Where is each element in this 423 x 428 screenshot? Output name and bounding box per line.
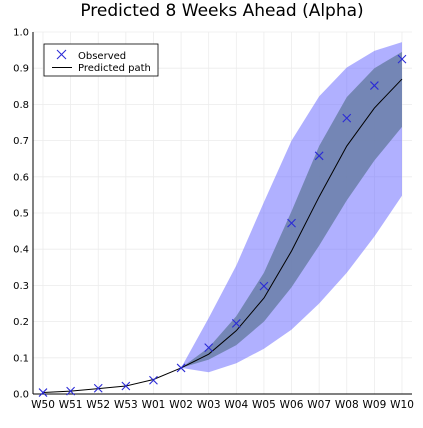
observed-point-W08 (342, 113, 352, 123)
x-tick-label: W02 (169, 399, 193, 411)
observed-point-W04 (231, 319, 241, 328)
observed-point-W50 (38, 388, 48, 397)
confidence-bands (181, 42, 402, 373)
axes (32, 32, 412, 395)
x-tick-label: W08 (335, 399, 359, 411)
observed-point-stroke (397, 54, 407, 64)
x-tick-label: W01 (142, 399, 166, 411)
observed-point-stroke (121, 381, 131, 391)
y-tick-label: 0.5 (13, 209, 29, 220)
observed-point-stroke (176, 363, 186, 373)
observed-point-W53 (121, 381, 131, 391)
x-tick-label: W05 (252, 399, 276, 411)
legend-label-observed: Observed (78, 51, 126, 62)
y-tick-label: 1.0 (13, 28, 29, 39)
observed-points-group (38, 54, 407, 397)
observed-point-W05 (259, 281, 269, 291)
band-inner (181, 51, 402, 368)
observed-point-W52 (93, 383, 103, 393)
observed-point-W10 (397, 54, 407, 64)
observed-point-stroke (93, 383, 103, 393)
legend-marker-observed (56, 49, 67, 60)
x-tick-label: W07 (307, 399, 331, 411)
chart-title: Predicted 8 Weeks Ahead (Alpha) (80, 1, 363, 21)
observed-point-stroke (369, 81, 379, 90)
grid (33, 31, 412, 395)
observed-point-stroke (38, 388, 48, 397)
predicted-path-line (42, 78, 403, 394)
y-tick-label: 0.2 (13, 317, 29, 328)
x-tick-label: W09 (363, 399, 387, 411)
x-tick-label: W51 (59, 399, 83, 411)
observed-point-W01 (149, 375, 158, 385)
observed-point-stroke (314, 151, 324, 161)
observed-point-stroke (287, 218, 296, 228)
observed-point-W03 (204, 343, 214, 353)
y-tick-label: 0.1 (13, 353, 29, 364)
x-tick-label: W53 (114, 399, 138, 411)
y-tick-label: 0.7 (13, 136, 29, 147)
x-tick-label: W52 (86, 399, 110, 411)
observed-point-W02 (176, 363, 186, 373)
x-tick-label: W03 (197, 399, 221, 411)
y-tick-label: 0.6 (13, 172, 29, 183)
y-tick-labels: 0.0 0.1 0.2 0.3 0.4 0.5 0.6 0.7 0.8 0.9 1.0 (13, 28, 29, 401)
y-tick-label: 0.3 (13, 281, 29, 292)
observed-point-W51 (66, 386, 76, 396)
observed-point-stroke (66, 386, 76, 396)
x-tick-label: W10 (390, 399, 414, 411)
observed-point-W07 (314, 151, 324, 161)
legend-label-predicted: Predicted path (78, 63, 151, 74)
observed-point-stroke (149, 375, 158, 385)
observed-point-stroke (231, 319, 241, 328)
y-tick-label: 0.9 (13, 64, 29, 75)
observed-point-stroke (259, 281, 269, 291)
observed-point-W09 (369, 81, 379, 90)
observed-point-stroke (204, 343, 214, 353)
y-tick-label: 0.8 (13, 100, 29, 111)
y-tick-label: 0.0 (13, 390, 29, 401)
y-tick-label: 0.4 (13, 245, 29, 256)
x-tick-label: W50 (31, 399, 55, 411)
x-tick-label: W06 (280, 399, 304, 411)
x-tick-label: W04 (224, 399, 248, 411)
legend-box (43, 43, 159, 77)
observed-point-stroke (342, 113, 352, 123)
x-tick-labels: W50 W51 W52 W53 W01 W02 W03 W04 W05 W06 W07 W08 W09 W… (31, 399, 414, 411)
predicted-path-group (42, 78, 403, 394)
legend: Observed Predicted path (43, 43, 159, 77)
observed-point-W06 (287, 218, 296, 228)
